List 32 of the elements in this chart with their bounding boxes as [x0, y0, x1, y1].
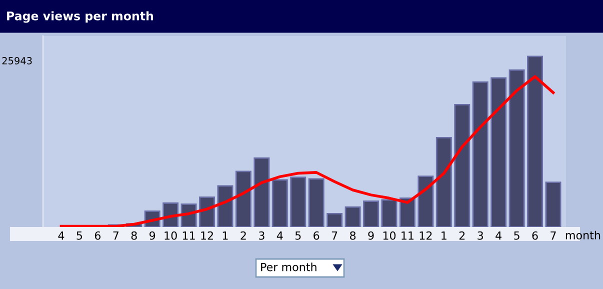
x-tick-label: 3	[478, 231, 483, 240]
x-tick-label: 5	[295, 232, 301, 240]
x-tick-label: 9	[368, 231, 374, 240]
x-tick-label: 11	[402, 232, 414, 240]
x-tick-label: 9	[150, 231, 156, 240]
x-tick-label: 1	[442, 232, 446, 240]
x-tick-label: 10	[164, 231, 177, 240]
x-tick-label: 7	[332, 232, 338, 240]
x-axis-title: month	[566, 230, 600, 240]
x-tick-label: 7	[113, 232, 118, 240]
x-tick-label: 12	[201, 231, 213, 240]
x-tick-label: 2	[240, 231, 246, 240]
x-tick-label: 4	[496, 232, 502, 240]
x-tick-label: 5	[76, 232, 82, 240]
x-tick-label: 7	[550, 232, 556, 240]
x-tick-label: 8	[131, 231, 137, 240]
x-tick-label: 12	[420, 231, 432, 240]
x-tick-label: 8	[350, 231, 356, 240]
text: 25943	[2, 57, 32, 64]
chart-title: Page views per month	[7, 11, 153, 23]
x-tick-label: 6	[314, 231, 320, 240]
x-tick-label: 6	[94, 231, 101, 240]
x-tick-label: 4	[276, 232, 283, 240]
x-tick-label: 2	[459, 231, 465, 240]
x-tick-label: 6	[532, 231, 538, 240]
x-tick-label: 3	[258, 231, 264, 240]
x-tick-label: 4	[58, 232, 64, 240]
x-tick-label: 10	[383, 231, 396, 240]
x-tick-label: 1	[222, 232, 228, 240]
text: Per month	[261, 262, 316, 272]
x-tick-label: 5	[514, 232, 520, 240]
x-tick-label: 11	[182, 232, 195, 240]
